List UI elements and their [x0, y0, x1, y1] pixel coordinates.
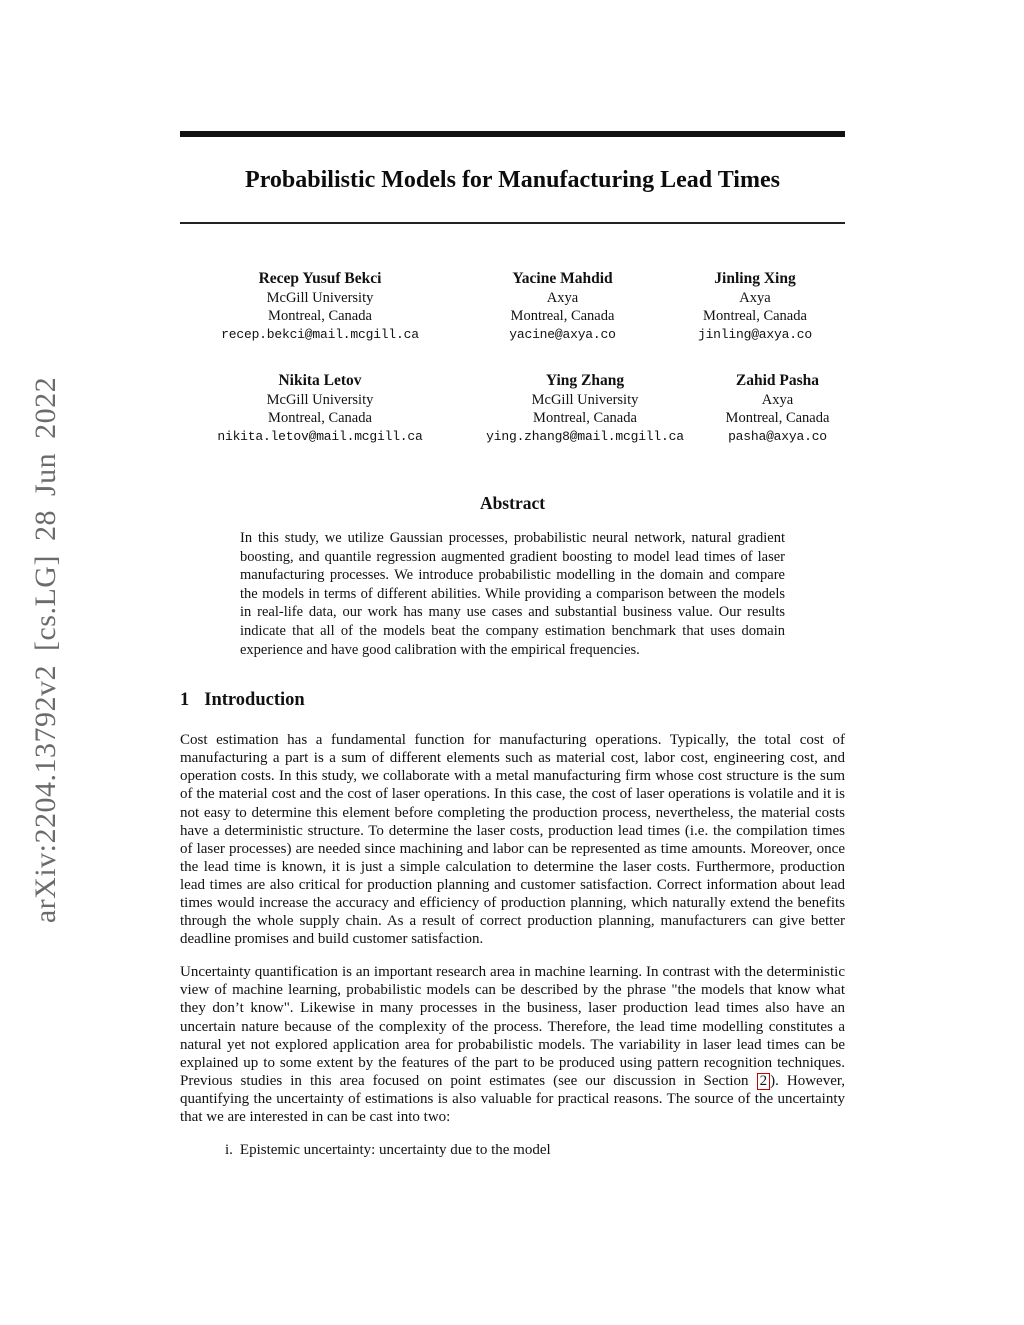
author-location: Montreal, Canada [510, 308, 615, 324]
author-affiliation: McGill University [531, 391, 639, 408]
author-location: Montreal, Canada [703, 308, 807, 324]
author-affiliation: Axya [739, 289, 771, 306]
paper-title: Probabilistic Models for Manufacturing L… [245, 167, 780, 193]
author-affiliation: McGill University [266, 289, 374, 306]
section-title: Introduction [204, 690, 305, 711]
author-card: Nikita Letov McGill University Montreal,… [180, 372, 460, 446]
section-heading-introduction: 1 Introduction [180, 688, 845, 712]
author-block-row-1: Recep Yusuf Bekci McGill University Mont… [180, 270, 845, 344]
paragraph-text: ). However, quantifying the uncertainty … [180, 1072, 845, 1126]
author-name: Nikita Letov [278, 372, 362, 389]
author-affiliation: Axya [761, 391, 794, 408]
author-email: yacine@axya.co [509, 326, 616, 342]
author-name: Yacine Mahdid [512, 270, 613, 287]
author-name: Recep Yusuf Bekci [258, 270, 382, 287]
author-block-row-2: Nikita Letov McGill University Montreal,… [180, 372, 845, 446]
intro-paragraph-2: Uncertainty quantification is an importa… [180, 963, 845, 1126]
abstract-text: In this study, we utilize Gaussian proce… [240, 530, 785, 658]
list-item-text: Epistemic uncertainty: uncertainty due t… [239, 1142, 551, 1159]
section-number: 1 [180, 690, 190, 711]
author-card: Yacine Mahdid Axya Montreal, Canada yaci… [463, 270, 663, 344]
author-card: Zahid Pasha Axya Montreal, Canada pasha@… [710, 372, 845, 446]
author-location: Montreal, Canada [268, 308, 372, 324]
author-email: ying.zhang8@mail.mcgill.ca [486, 428, 684, 444]
author-email: pasha@axya.co [728, 428, 827, 444]
author-affiliation: Axya [546, 289, 579, 306]
author-name: Zahid Pasha [735, 372, 820, 389]
author-affiliation: McGill University [266, 391, 374, 408]
author-card: Ying Zhang McGill University Montreal, C… [460, 372, 710, 446]
list-item-marker: i. [225, 1142, 233, 1159]
author-email: jinling@axya.co [697, 326, 813, 342]
section-2-reference-link[interactable]: 2 [756, 1072, 771, 1090]
title-rule-bottom [180, 222, 845, 224]
author-location: Montreal, Canada [533, 410, 637, 426]
intro-paragraph-1: Cost estimation has a fundamental functi… [180, 732, 845, 948]
arxiv-sidebar-banner: arXiv:2204.13792v2 [cs.LG] 28 Jun 2022 [29, 376, 62, 924]
abstract-heading: Abstract [479, 493, 546, 513]
author-card: Recep Yusuf Bekci McGill University Mont… [180, 270, 460, 344]
author-location: Montreal, Canada [268, 410, 372, 426]
author-email: nikita.letov@mail.mcgill.ca [217, 428, 423, 444]
title-rule-top [180, 131, 845, 137]
author-name: Ying Zhang [545, 372, 625, 389]
paper-content-column: Probabilistic Models for Manufacturing L… [180, 0, 845, 1159]
author-email: recep.bekci@mail.mcgill.ca [221, 326, 419, 342]
author-card: Jinling Xing Axya Montreal, Canada jinli… [665, 270, 845, 344]
author-name: Jinling Xing [714, 270, 796, 287]
paragraph-text: Uncertainty quantification is an importa… [180, 964, 845, 1089]
uncertainty-list-item-1: i. Epistemic uncertainty: uncertainty due… [180, 1141, 845, 1159]
author-location: Montreal, Canada [725, 410, 830, 426]
